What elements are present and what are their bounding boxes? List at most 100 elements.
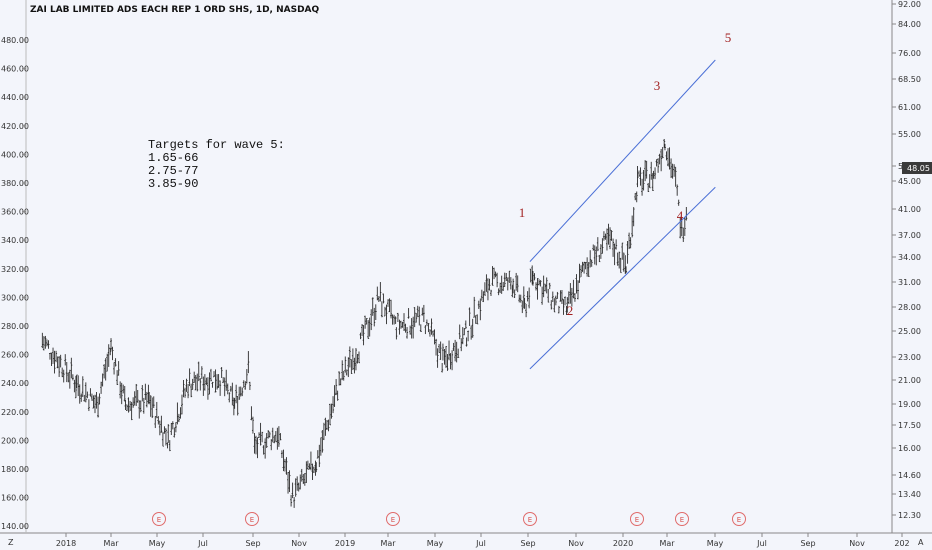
x-tick-label: Jul — [475, 539, 486, 548]
x-tick-label: 202 — [894, 539, 909, 548]
x-tick-label: Jul — [197, 539, 208, 548]
earnings-marker[interactable] — [523, 512, 537, 526]
x-tick-label: Nov — [849, 539, 865, 548]
x-tick-label: 2018 — [56, 539, 76, 548]
left-tick-label: 360.00 — [1, 208, 29, 217]
x-tick-label: Mar — [659, 539, 675, 548]
right-tick-label: 12.30 — [898, 511, 921, 520]
earnings-marker[interactable] — [732, 512, 746, 526]
channel-line-lower[interactable] — [529, 186, 716, 370]
corner-label-right: A — [918, 538, 924, 547]
right-tick-label: 13.40 — [898, 490, 921, 499]
left-price-scale: 480.00 460.00 440.00 420.00 400.00 380.00 360.… — [1, 36, 29, 531]
earnings-marker-label: E — [250, 516, 254, 524]
price-channel[interactable] — [529, 59, 716, 370]
annotation-line-2: 1.65-66 — [148, 151, 198, 165]
right-tick-label: 21.00 — [898, 376, 921, 385]
x-tick-label: May — [149, 539, 166, 548]
left-tick-label: 180.00 — [1, 465, 29, 474]
chart-title: ZAI LAB LIMITED ADS EACH REP 1 ORD SHS, … — [30, 5, 320, 15]
x-tick-label: Nov — [291, 539, 307, 548]
x-tick-label: Sep — [245, 539, 260, 548]
earnings-marker-label: E — [391, 516, 395, 524]
wave-label-5: 5 — [725, 30, 732, 45]
wave-label-3: 3 — [654, 78, 661, 93]
earnings-marker[interactable] — [386, 512, 400, 526]
right-tick-label: 28.00 — [898, 303, 921, 312]
earnings-marker[interactable] — [675, 512, 689, 526]
left-tick-label: 420.00 — [1, 122, 29, 131]
x-tick-label: Nov — [568, 539, 584, 548]
right-tick-label: 68.50 — [898, 75, 921, 84]
left-tick-label: 380.00 — [1, 179, 29, 188]
earnings-marker[interactable] — [245, 512, 259, 526]
left-tick-label: 280.00 — [1, 322, 29, 331]
x-tick-label: 2019 — [335, 539, 355, 548]
left-tick-label: 140.00 — [1, 522, 29, 531]
x-tick-label: Mar — [380, 539, 396, 548]
left-tick-label: 160.00 — [1, 494, 29, 503]
x-tick-label: Jul — [756, 539, 767, 548]
last-price-badge-bg — [902, 162, 932, 174]
left-tick-label: 220.00 — [1, 408, 29, 417]
right-price-axis[interactable] — [892, 0, 932, 533]
channel-line-upper[interactable] — [529, 59, 716, 262]
left-tick-label: 200.00 — [1, 436, 29, 445]
earnings-marker-label: E — [635, 516, 639, 524]
right-tick-label: 34.00 — [898, 253, 921, 262]
annotation-line-4: 3.85-90 — [148, 177, 198, 191]
x-tick-label: May — [707, 539, 724, 548]
wave-label-4: 4 — [677, 208, 684, 223]
wave-targets-annotation[interactable]: Targets for wave 5: 1.65-66 2.75-77 3.85… — [148, 138, 285, 191]
left-tick-label: 480.00 — [1, 36, 29, 45]
x-tick-label: Sep — [800, 539, 815, 548]
ohlc-bars — [41, 138, 688, 508]
left-tick-label: 400.00 — [1, 150, 29, 159]
left-tick-label: 320.00 — [1, 265, 29, 274]
earnings-marker-label: E — [157, 516, 161, 524]
right-tick-label: 25.00 — [898, 327, 921, 336]
x-tick-label: 2020 — [613, 539, 633, 548]
left-tick-label: 460.00 — [1, 65, 29, 74]
wave-label-2: 2 — [567, 303, 574, 318]
right-tick-label: 16.00 — [898, 444, 921, 453]
left-tick-label: 440.00 — [1, 93, 29, 102]
corner-label-left: Z — [8, 538, 14, 547]
right-tick-label: 41.00 — [898, 205, 921, 214]
right-tick-label: 17.50 — [898, 421, 921, 430]
time-scale: 2018 Mar May Jul Sep Nov 2019 Mar May Jul Sep Nov 20… — [56, 533, 910, 548]
last-price-badge: 48.05 — [902, 162, 932, 174]
right-tick-label: 61.00 — [898, 103, 921, 112]
right-tick-label: 55.00 — [898, 130, 921, 139]
plot-area[interactable] — [26, 0, 892, 533]
right-tick-label: 23.00 — [898, 353, 921, 362]
wave-labels: 1 2 3 4 5 — [519, 30, 732, 318]
x-tick-label: Mar — [103, 539, 119, 548]
annotation-line-1: Targets for wave 5: — [148, 138, 285, 152]
right-tick-label: 76.00 — [898, 49, 921, 58]
left-tick-label: 300.00 — [1, 293, 29, 302]
earnings-marker-label: E — [528, 516, 532, 524]
earnings-marker[interactable] — [152, 512, 166, 526]
earnings-marker-label: E — [680, 516, 684, 524]
right-tick-label: 84.00 — [898, 20, 921, 29]
left-tick-label: 260.00 — [1, 351, 29, 360]
left-tick-label: 240.00 — [1, 379, 29, 388]
right-tick-label: 45.00 — [898, 177, 921, 186]
right-tick-label: 19.00 — [898, 400, 921, 409]
earnings-marker-label: E — [737, 516, 741, 524]
last-price-value: 48.05 — [907, 164, 930, 173]
right-tick-label: 31.00 — [898, 278, 921, 287]
right-tick-label: 92.00 — [898, 0, 921, 9]
x-tick-label: May — [427, 539, 444, 548]
annotation-line-3: 2.75-77 — [148, 164, 198, 178]
x-tick-label: Sep — [520, 539, 535, 548]
left-tick-label: 340.00 — [1, 236, 29, 245]
earnings-marker[interactable] — [630, 512, 644, 526]
right-tick-label: 37.00 — [898, 231, 921, 240]
right-tick-label: 14.60 — [898, 471, 921, 480]
wave-label-1: 1 — [519, 205, 526, 220]
